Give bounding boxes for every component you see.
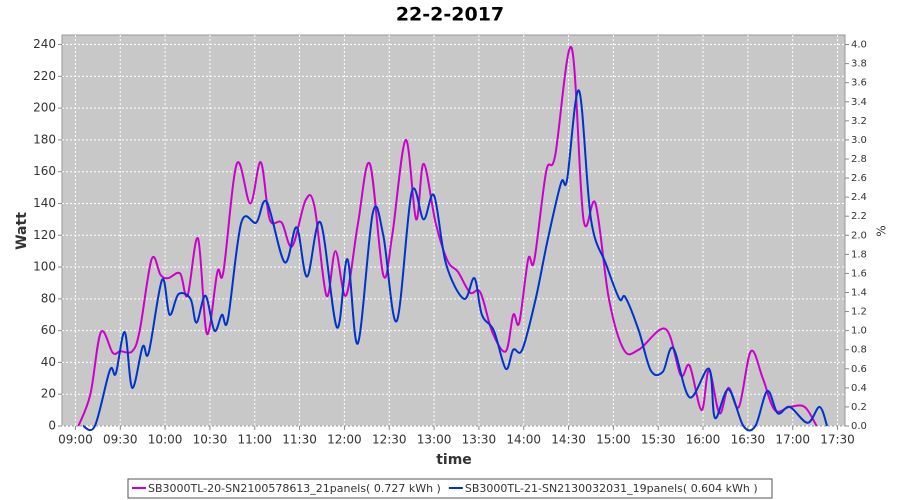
x-tick-label: 13:00 xyxy=(417,433,452,447)
y-tick-label: 100 xyxy=(33,260,56,274)
x-tick-label: 09:30 xyxy=(103,433,138,447)
legend-label: SB3000TL-21-SN2130032031_19panels( 0.604… xyxy=(465,482,758,495)
x-tick-label: 14:30 xyxy=(551,433,586,447)
y-tick-label: 200 xyxy=(33,101,56,115)
y2-tick-label: 4.0 xyxy=(851,40,867,51)
y-tick-label: 120 xyxy=(33,228,56,242)
x-tick-label: 15:00 xyxy=(596,433,631,447)
x-tick-label: 11:00 xyxy=(237,433,272,447)
y-tick-label: 60 xyxy=(41,323,56,337)
y2-tick-label: 2.4 xyxy=(851,192,867,203)
y-tick-label: 240 xyxy=(33,37,56,51)
x-tick-label: 13:30 xyxy=(462,433,497,447)
y-tick-label: 140 xyxy=(33,196,56,210)
y2-tick-label: 3.2 xyxy=(851,116,867,127)
x-axis-label: time xyxy=(436,452,472,468)
y2-tick-label: 0.0 xyxy=(851,421,867,432)
y2-tick-label: 3.0 xyxy=(851,135,867,146)
y-tick-label: 0 xyxy=(48,419,56,433)
x-tick-label: 11:30 xyxy=(282,433,317,447)
y-tick-label: 40 xyxy=(41,355,56,369)
y-tick-label: 180 xyxy=(33,132,56,146)
y-tick-label: 80 xyxy=(41,291,56,305)
line xyxy=(77,46,818,427)
y-tick-label: 20 xyxy=(41,387,56,401)
x-tick-label: 15:30 xyxy=(641,433,676,447)
y2-tick-label: 1.8 xyxy=(851,249,867,260)
y2-tick-label: 0.2 xyxy=(851,402,867,413)
y2-tick-label: 0.8 xyxy=(851,345,867,356)
y2-tick-label: 0.6 xyxy=(851,364,867,375)
chart-title: 22-2-2017 xyxy=(396,4,504,26)
y2-tick-label: 1.2 xyxy=(851,307,867,318)
legend-label: SB3000TL-20-SN2100578613_21panels( 0.727… xyxy=(148,482,441,495)
y2-tick-label: 3.4 xyxy=(851,97,867,108)
x-tick-label: 17:00 xyxy=(775,433,810,447)
y2-tick-label: 1.0 xyxy=(851,326,867,337)
x-tick-label: 14:00 xyxy=(506,433,541,447)
x-tick-label: 12:00 xyxy=(327,433,362,447)
y2-axis-label: % xyxy=(875,225,889,236)
y2-tick-label: 2.8 xyxy=(851,154,867,165)
y-axis-label: Watt xyxy=(14,212,30,250)
y2-tick-label: 3.8 xyxy=(851,59,867,70)
y-tick-label: 220 xyxy=(33,69,56,83)
y2-tick-label: 2.2 xyxy=(851,211,867,222)
plot-area xyxy=(61,34,846,427)
x-tick-label: 16:00 xyxy=(686,433,721,447)
y2-tick-label: 3.6 xyxy=(851,78,867,89)
y2-tick-label: 0.4 xyxy=(851,383,867,394)
y2-tick-label: 2.6 xyxy=(851,173,867,184)
y-tick-label: 160 xyxy=(33,164,56,178)
x-tick-label: 10:30 xyxy=(193,433,228,447)
x-tick-label: 16:30 xyxy=(731,433,766,447)
line xyxy=(82,89,829,432)
y2-tick-label: 2.0 xyxy=(851,230,867,241)
x-tick-label: 10:00 xyxy=(148,433,183,447)
y2-tick-label: 1.4 xyxy=(851,287,867,298)
x-tick-label: 17:30 xyxy=(820,433,855,447)
x-tick-label: 12:30 xyxy=(372,433,407,447)
y2-tick-label: 1.6 xyxy=(851,268,867,279)
x-tick-label: 09:00 xyxy=(58,433,93,447)
